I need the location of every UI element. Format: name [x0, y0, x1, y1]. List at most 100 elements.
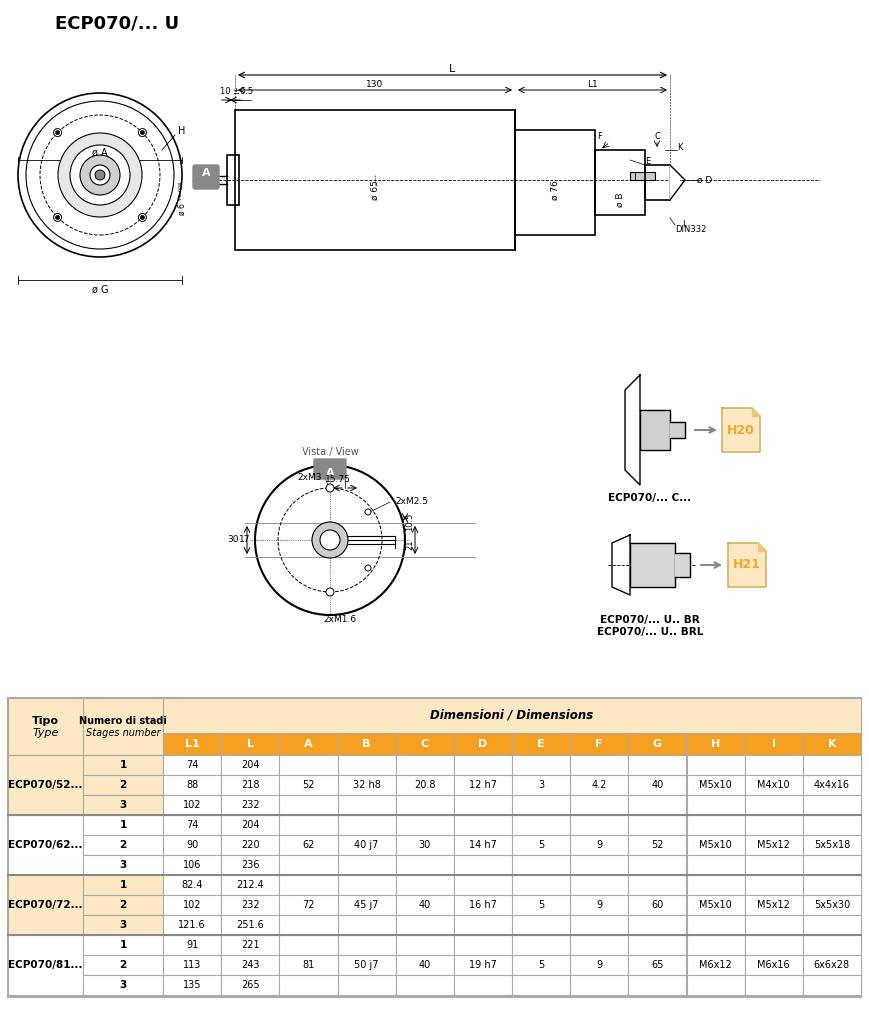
- Text: ø 76: ø 76: [550, 180, 560, 200]
- Bar: [803, 755, 861, 775]
- Text: C: C: [654, 133, 660, 142]
- Bar: [83, 875, 163, 895]
- FancyBboxPatch shape: [314, 459, 346, 479]
- Bar: [395, 895, 454, 915]
- Bar: [83, 975, 163, 995]
- Text: ECP070/... C...: ECP070/... C...: [608, 493, 692, 503]
- Text: 88: 88: [186, 780, 198, 790]
- Text: M5x12: M5x12: [757, 900, 790, 910]
- Bar: [454, 935, 512, 955]
- Text: ø G: ø G: [92, 285, 109, 295]
- Bar: [628, 815, 687, 835]
- Bar: [279, 835, 337, 855]
- Bar: [745, 955, 803, 975]
- Text: 60: 60: [651, 900, 664, 910]
- Text: 12 h7: 12 h7: [469, 780, 497, 790]
- Text: 220: 220: [241, 840, 260, 850]
- Text: 6x6x28: 6x6x28: [814, 960, 850, 970]
- Polygon shape: [670, 422, 685, 438]
- Bar: [395, 795, 454, 815]
- Bar: [163, 835, 222, 855]
- Text: ø 65: ø 65: [370, 180, 380, 200]
- Bar: [515, 130, 595, 235]
- Text: 17: 17: [238, 535, 250, 544]
- Text: 1: 1: [119, 760, 127, 770]
- Bar: [803, 915, 861, 935]
- Bar: [570, 955, 628, 975]
- Text: E: E: [646, 157, 651, 166]
- Bar: [395, 815, 454, 835]
- Text: 40 j7: 40 j7: [355, 840, 379, 850]
- Bar: [628, 935, 687, 955]
- Bar: [454, 955, 512, 975]
- Text: 204: 204: [241, 760, 260, 770]
- Bar: [512, 935, 570, 955]
- Text: 32 h8: 32 h8: [353, 780, 381, 790]
- Text: 2: 2: [119, 840, 127, 850]
- Text: Numero di stadi: Numero di stadi: [79, 717, 167, 727]
- Bar: [628, 855, 687, 875]
- Polygon shape: [722, 408, 760, 452]
- Bar: [337, 935, 395, 955]
- Text: 3: 3: [119, 800, 127, 810]
- Bar: [745, 915, 803, 935]
- Text: 40: 40: [651, 780, 664, 790]
- Text: M6x16: M6x16: [758, 960, 790, 970]
- Text: I: I: [682, 221, 684, 230]
- Text: DIN332: DIN332: [675, 226, 706, 235]
- Bar: [512, 755, 570, 775]
- Text: H: H: [711, 739, 720, 749]
- Bar: [279, 755, 337, 775]
- Text: H21: H21: [733, 558, 761, 572]
- Bar: [337, 975, 395, 995]
- Bar: [163, 915, 222, 935]
- Bar: [279, 855, 337, 875]
- Text: 102: 102: [182, 800, 202, 810]
- Bar: [803, 775, 861, 795]
- Text: ø A: ø A: [92, 148, 108, 158]
- Text: 2: 2: [119, 960, 127, 970]
- Text: M6x12: M6x12: [700, 960, 732, 970]
- Circle shape: [56, 131, 60, 135]
- Text: ø D: ø D: [698, 176, 713, 185]
- Text: A: A: [304, 739, 313, 749]
- Bar: [628, 733, 687, 755]
- Bar: [628, 875, 687, 895]
- Text: 15.75: 15.75: [325, 476, 351, 485]
- Circle shape: [141, 215, 144, 220]
- Text: Type: Type: [32, 729, 59, 738]
- Bar: [8, 935, 83, 995]
- Circle shape: [95, 171, 105, 180]
- Text: M4x10: M4x10: [758, 780, 790, 790]
- Text: 4x4x16: 4x4x16: [814, 780, 850, 790]
- Circle shape: [70, 145, 130, 205]
- Text: M5x10: M5x10: [700, 900, 732, 910]
- Text: 2: 2: [119, 780, 127, 790]
- Bar: [337, 955, 395, 975]
- Bar: [570, 835, 628, 855]
- Text: H20: H20: [727, 424, 755, 437]
- Text: K: K: [677, 144, 683, 152]
- Bar: [803, 875, 861, 895]
- Bar: [687, 975, 745, 995]
- Text: Stages number: Stages number: [86, 729, 160, 738]
- Bar: [163, 895, 222, 915]
- Bar: [337, 915, 395, 935]
- Text: 5x5x30: 5x5x30: [813, 900, 850, 910]
- Text: ø 6 ⁺⁰·⁰⁰⁸: ø 6 ⁺⁰·⁰⁰⁸: [177, 182, 187, 214]
- Text: 82.4: 82.4: [182, 880, 202, 890]
- Text: 5x5x18: 5x5x18: [813, 840, 850, 850]
- Text: 40: 40: [419, 900, 431, 910]
- Bar: [8, 755, 83, 815]
- Bar: [628, 895, 687, 915]
- Bar: [8, 698, 861, 996]
- Bar: [512, 855, 570, 875]
- Bar: [595, 150, 645, 215]
- Bar: [222, 733, 279, 755]
- Bar: [628, 835, 687, 855]
- Text: 130: 130: [367, 81, 383, 90]
- Circle shape: [255, 465, 405, 615]
- Bar: [235, 110, 515, 250]
- Text: 16 h7: 16 h7: [469, 900, 497, 910]
- Bar: [222, 755, 279, 775]
